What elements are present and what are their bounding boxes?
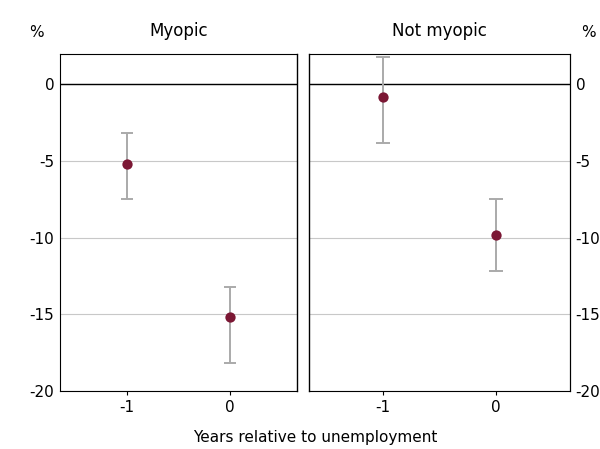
Text: %: % (581, 26, 596, 40)
Text: %: % (29, 26, 44, 40)
Point (122, 160, 132, 167)
Text: Years relative to unemployment: Years relative to unemployment (193, 430, 437, 445)
Point (378, 93, 388, 100)
Text: Not myopic: Not myopic (392, 22, 487, 40)
Point (225, 313, 235, 321)
Point (491, 231, 501, 238)
Text: Myopic: Myopic (149, 22, 208, 40)
